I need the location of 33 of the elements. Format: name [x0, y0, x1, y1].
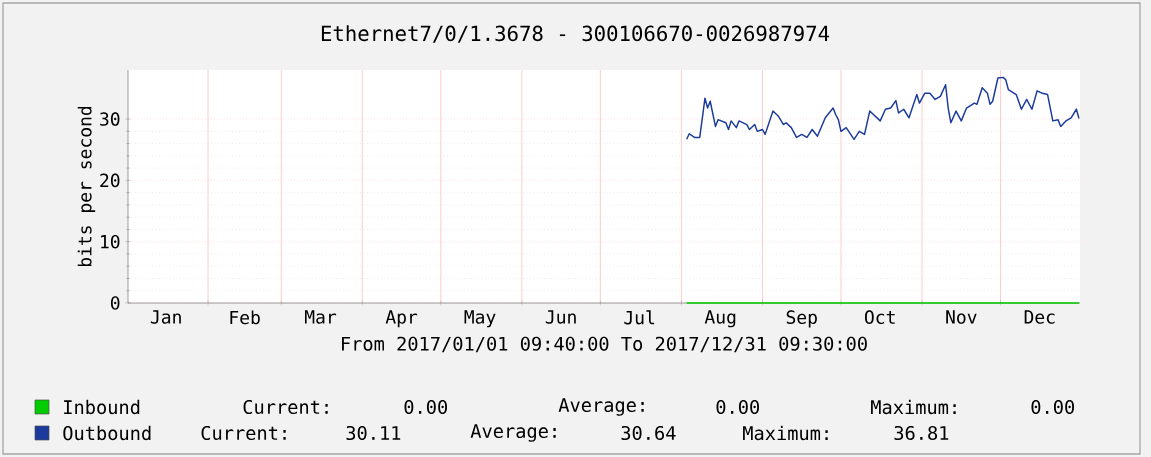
- y-tick-label: 30: [100, 112, 120, 126]
- y-tick-label: 20: [100, 173, 120, 188]
- x-axis-title: From 2017/01/01 09:40:00 To 2017/12/31 09:30:00: [342, 336, 867, 353]
- text: 0.00: [1031, 399, 1075, 415]
- x-tick-label: Aug: [704, 310, 736, 328]
- y-tick-label: 0: [110, 296, 120, 310]
- x-tick-label: Oct: [864, 310, 895, 324]
- x-tick-label: Mar: [304, 310, 337, 324]
- text: 30.64: [621, 425, 676, 441]
- text: 30.11: [346, 425, 401, 441]
- y-axis-title: bits per second: [77, 106, 96, 267]
- legend-label: Inbound: [64, 399, 140, 415]
- text: Maximum:: [743, 425, 828, 441]
- text: 36.81: [894, 425, 949, 441]
- x-tick-label: May: [464, 310, 496, 328]
- x-tick-label: Apr: [385, 310, 418, 328]
- x-tick-label: Sep: [786, 310, 817, 328]
- text: Maximum:: [871, 399, 956, 415]
- text: Average:: [470, 424, 556, 442]
- y-tick-label: 10: [101, 234, 120, 249]
- x-tick-label: Jun: [545, 310, 576, 324]
- text: Current:: [243, 399, 328, 415]
- legend-label: Outbound: [63, 425, 151, 441]
- x-tick-label: Jul: [624, 310, 655, 325]
- text: Average:: [558, 398, 644, 416]
- x-tick-label: Feb: [230, 310, 260, 325]
- x-tick-label: Jan: [150, 310, 181, 324]
- text: 0.00: [404, 399, 448, 415]
- x-tick-label: Nov: [946, 310, 977, 324]
- chart-title: Ethernet7/0/1.3678 - 300106670-0026987974: [321, 25, 830, 43]
- text: Current:: [201, 425, 286, 441]
- x-tick-label: Dec: [1024, 310, 1055, 324]
- text: 0.00: [716, 399, 760, 415]
